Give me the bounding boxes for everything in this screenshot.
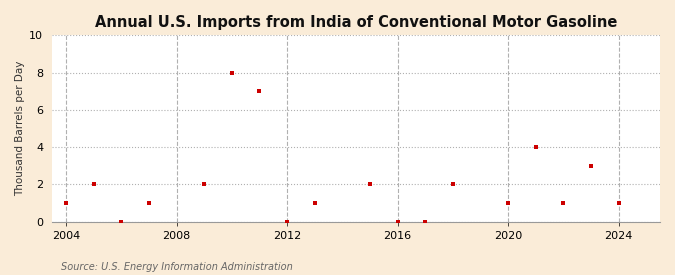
- Point: [254, 89, 265, 94]
- Point: [88, 182, 99, 187]
- Point: [448, 182, 458, 187]
- Point: [392, 219, 403, 224]
- Point: [116, 219, 127, 224]
- Point: [420, 219, 431, 224]
- Point: [503, 201, 514, 205]
- Point: [309, 201, 320, 205]
- Text: Source: U.S. Energy Information Administration: Source: U.S. Energy Information Administ…: [61, 262, 292, 272]
- Point: [144, 201, 155, 205]
- Point: [281, 219, 292, 224]
- Point: [558, 201, 569, 205]
- Point: [531, 145, 541, 149]
- Point: [226, 70, 237, 75]
- Point: [364, 182, 375, 187]
- Point: [585, 164, 596, 168]
- Point: [613, 201, 624, 205]
- Point: [198, 182, 209, 187]
- Point: [61, 201, 72, 205]
- Title: Annual U.S. Imports from India of Conventional Motor Gasoline: Annual U.S. Imports from India of Conven…: [95, 15, 617, 30]
- Y-axis label: Thousand Barrels per Day: Thousand Barrels per Day: [15, 61, 25, 196]
